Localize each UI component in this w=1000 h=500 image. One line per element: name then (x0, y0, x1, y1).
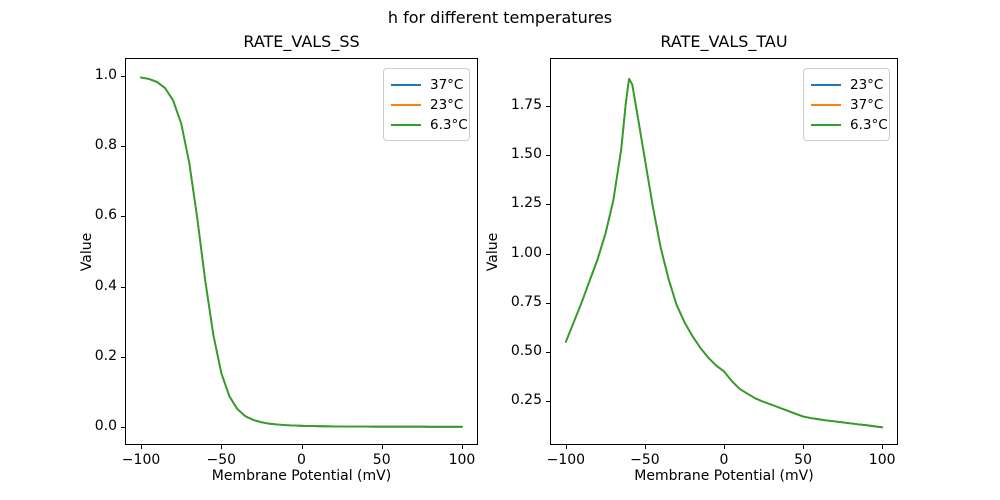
x-tick-label: 50 (372, 452, 391, 468)
legend-line-swatch (391, 104, 421, 106)
legend-entry-label: 6.3°C (850, 117, 888, 133)
y-tick (121, 146, 125, 148)
x-tick (301, 445, 303, 449)
legend-line-swatch (811, 124, 841, 126)
legend-entry-label: 23°C (430, 97, 464, 113)
series-line-6.3c (140, 76, 463, 428)
y-tick (121, 356, 125, 358)
legend-entry-label: 23°C (850, 77, 884, 93)
x-tick-label: 0 (719, 452, 729, 468)
y-tick (546, 302, 550, 304)
legend: 37°C 23°C 6.3°C (383, 68, 470, 141)
y-tick-label: 0.25 (510, 392, 542, 409)
x-tick (565, 445, 567, 449)
legend-entry-label: 37°C (430, 77, 464, 93)
legend: 23°C 37°C 6.3°C (803, 68, 890, 141)
x-tick (803, 445, 805, 449)
y-tick-label: 1.0 (94, 67, 117, 84)
y-tick (546, 155, 550, 157)
legend-line-swatch (811, 104, 841, 106)
x-tick (644, 445, 646, 449)
x-tick (461, 445, 463, 449)
subplot-rate-vals-ss: RATE_VALS_SS Value Membrane Potential (m… (79, 32, 478, 484)
legend-entry: 37°C (391, 75, 464, 95)
x-axis-label: Membrane Potential (mV) (211, 468, 392, 484)
x-tick-label: −50 (630, 452, 660, 468)
plot-title-tau: RATE_VALS_TAU (660, 32, 788, 51)
y-tick (546, 253, 550, 255)
y-tick-label: 0.6 (94, 207, 117, 224)
y-tick (546, 400, 550, 402)
x-tick (141, 445, 143, 449)
legend-line-swatch (391, 124, 421, 126)
y-tick (121, 426, 125, 428)
x-tick (381, 445, 383, 449)
y-axis-label: Value (79, 232, 95, 271)
y-tick (121, 76, 125, 78)
x-axis-label: Membrane Potential (mV) (634, 468, 814, 484)
y-tick (121, 216, 125, 218)
y-tick (546, 351, 550, 353)
y-tick-label: 0.4 (94, 277, 117, 294)
y-tick-label: 0.50 (510, 342, 542, 359)
x-tick-label: 100 (868, 452, 896, 468)
y-tick-label: 1.25 (510, 195, 542, 212)
plot-area (550, 58, 898, 445)
legend-entry-label: 6.3°C (430, 117, 468, 133)
y-tick-label: 0.8 (94, 137, 117, 154)
x-tick-label: −100 (546, 452, 586, 468)
y-tick-label: 1.00 (510, 244, 542, 261)
x-tick-label: 0 (297, 452, 306, 468)
legend-entry: 23°C (811, 75, 884, 95)
legend-entry: 6.3°C (811, 115, 888, 135)
x-tick-label: 100 (448, 452, 476, 468)
legend-entry-label: 37°C (850, 97, 884, 113)
plot-title-ss: RATE_VALS_SS (243, 32, 360, 51)
legend-entry: 6.3°C (391, 115, 468, 135)
axes-frame (125, 58, 478, 445)
x-tick (882, 445, 884, 449)
legend-line-swatch (811, 84, 841, 86)
x-tick-label: −100 (121, 452, 161, 468)
y-axis-label: Value (485, 232, 501, 271)
series-line-6.3c (564, 77, 884, 429)
legend-entry: 37°C (811, 95, 884, 115)
y-tick (546, 204, 550, 206)
y-tick (121, 286, 125, 288)
legend-entry: 23°C (391, 95, 464, 115)
x-tick-label: −50 (206, 452, 237, 468)
figure-title: h for different temperatures (387, 8, 613, 27)
legend-line-swatch (391, 84, 421, 86)
x-tick-label: 50 (794, 452, 812, 468)
y-tick-label: 0.75 (510, 293, 542, 310)
x-tick (221, 445, 223, 449)
y-tick-label: 1.50 (510, 146, 542, 163)
y-tick (546, 106, 550, 108)
x-tick (724, 445, 725, 449)
y-tick-label: 1.75 (510, 97, 542, 114)
subplot-rate-vals-tau: RATE_VALS_TAU Value Membrane Potential (… (485, 32, 898, 484)
axes-frame (550, 58, 898, 445)
y-tick-label: 0.0 (94, 417, 117, 434)
y-tick-label: 0.2 (94, 347, 117, 364)
plot-area (125, 58, 478, 445)
